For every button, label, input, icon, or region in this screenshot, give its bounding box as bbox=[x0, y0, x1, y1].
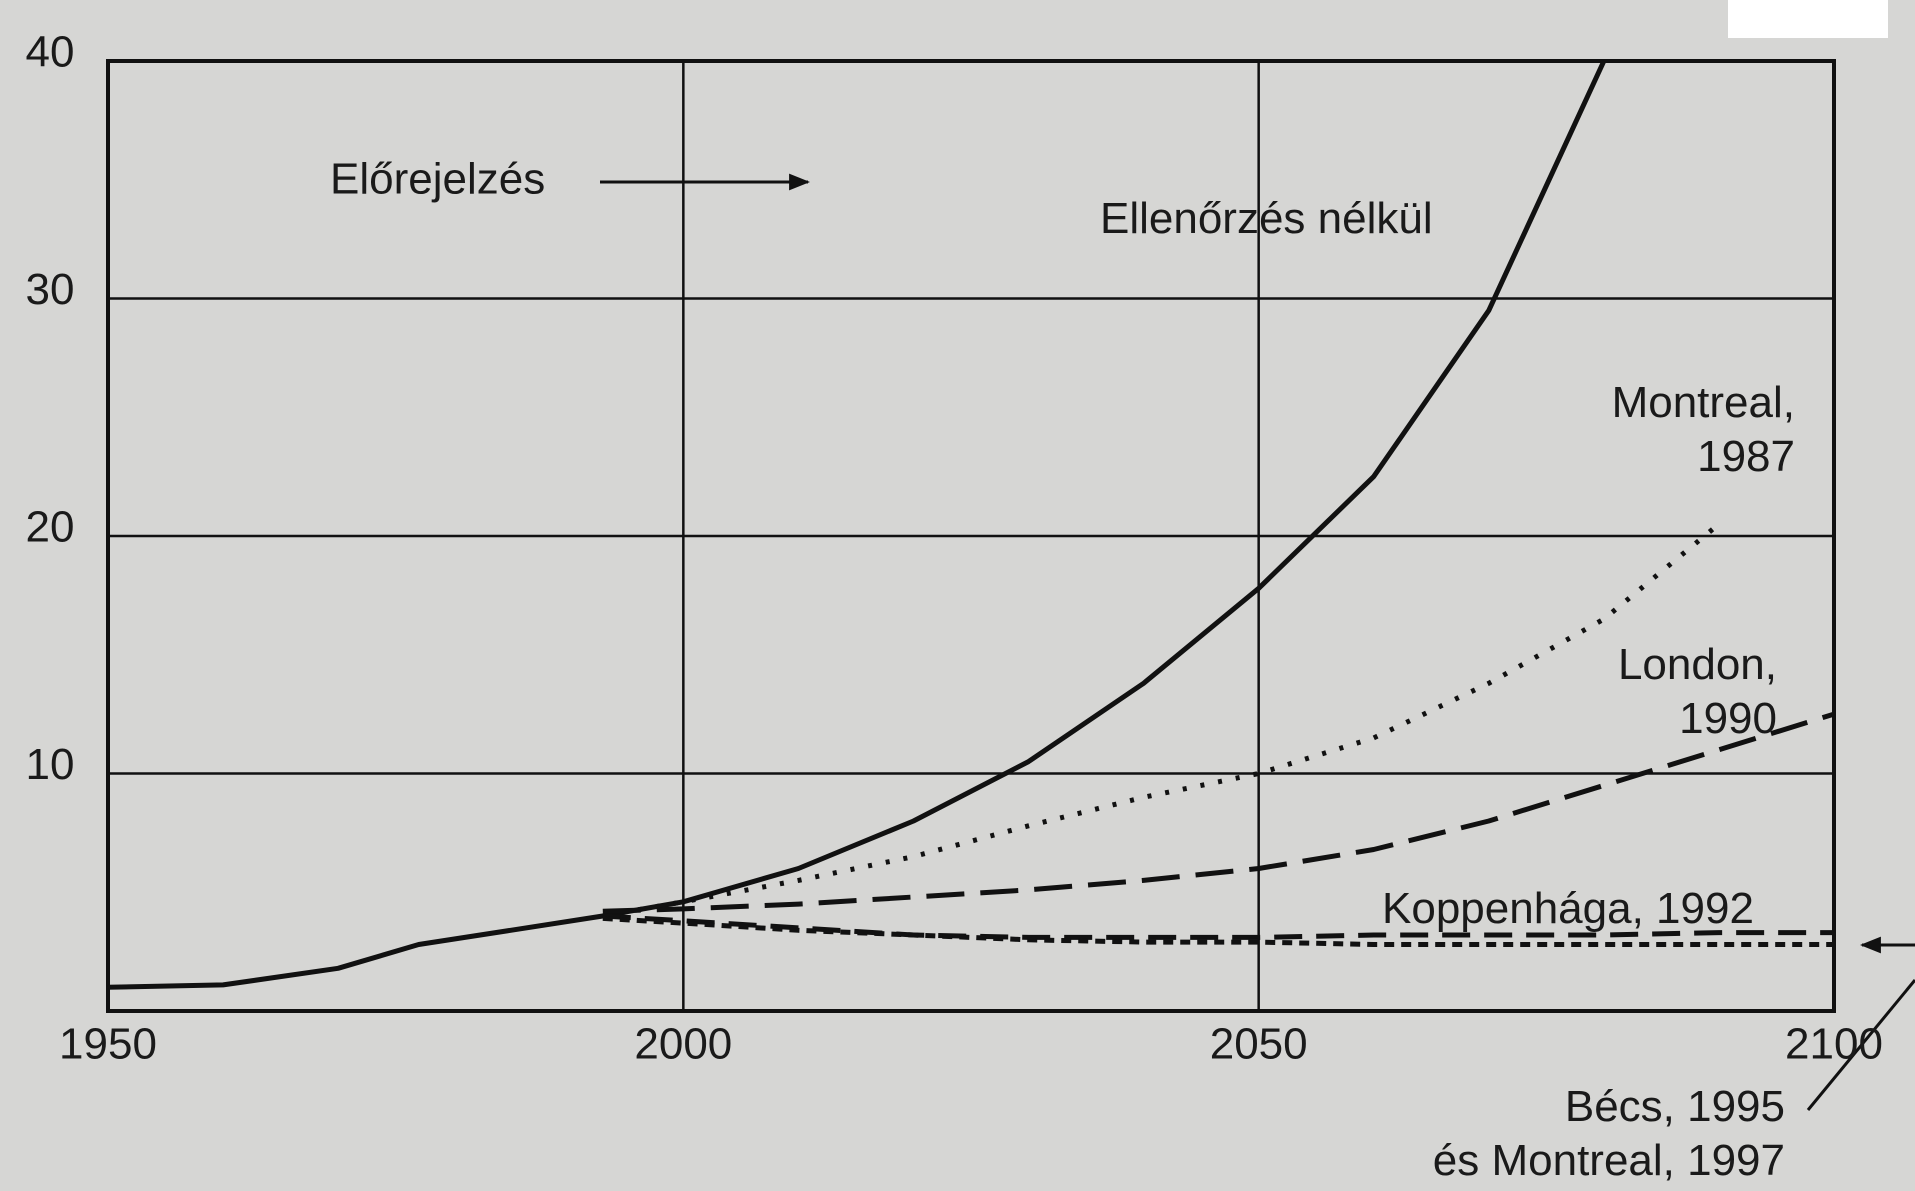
x-tick-label: 2050 bbox=[1210, 1020, 1308, 1069]
series-label: Koppenhága, 1992 bbox=[1382, 884, 1754, 933]
y-tick-label: 20 bbox=[26, 503, 75, 552]
series-label: London, 1990 bbox=[1617, 640, 1777, 743]
y-tick-label: 40 bbox=[26, 28, 75, 77]
series-label: Ellenőrzés nélkül bbox=[1100, 194, 1433, 243]
pointer-line bbox=[1806, 979, 1915, 1111]
x-tick-label: 1950 bbox=[59, 1020, 157, 1069]
series-label: Bécs, 1995 és Montreal, 1997 bbox=[1432, 1082, 1785, 1185]
series-line bbox=[602, 522, 1721, 919]
y-tick-label: 10 bbox=[26, 740, 75, 789]
series-line bbox=[602, 711, 1835, 914]
logo-box bbox=[1728, 0, 1888, 38]
series-line bbox=[107, 59, 1607, 990]
series-line bbox=[602, 915, 1834, 947]
annotation: Előrejelzés bbox=[330, 155, 545, 204]
x-tick-label: 2100 bbox=[1785, 1020, 1883, 1069]
x-tick-label: 2000 bbox=[634, 1020, 732, 1069]
y-tick-label: 30 bbox=[26, 265, 75, 314]
series-label: Montreal, 1987 bbox=[1611, 378, 1795, 481]
